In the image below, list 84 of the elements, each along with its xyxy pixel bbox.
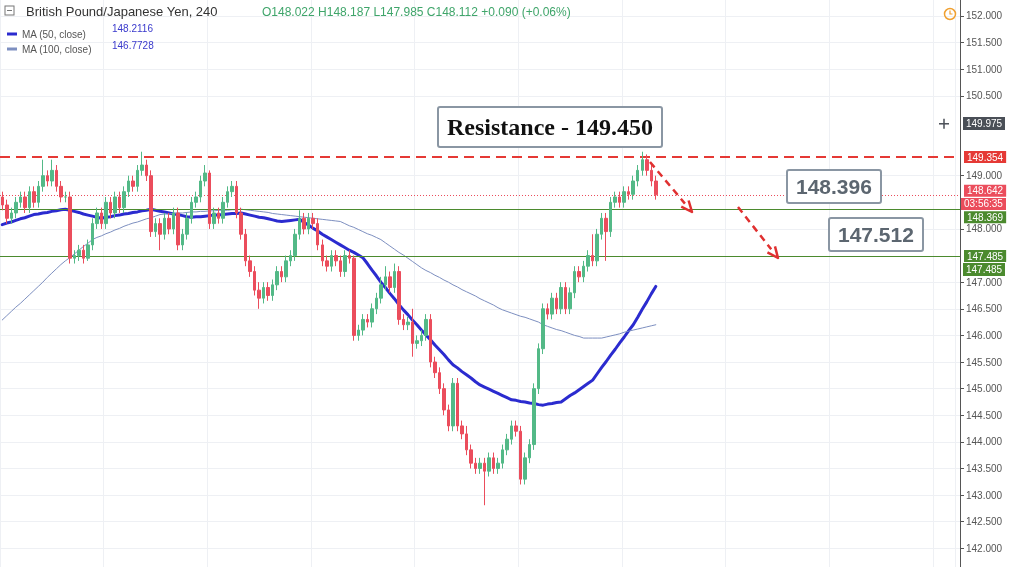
y-tick-label: 146.500	[966, 303, 1003, 315]
candlestick	[411, 308, 414, 358]
candlestick	[307, 212, 310, 235]
candlestick	[262, 281, 265, 304]
candlestick	[266, 281, 270, 302]
candlestick	[158, 217, 162, 251]
line-series	[1, 208, 657, 339]
candlestick	[77, 244, 81, 262]
candlestick	[113, 191, 117, 219]
candlestick	[82, 244, 85, 265]
candlestick	[100, 207, 103, 230]
annotation: 148.2116	[112, 23, 153, 34]
candlestick	[397, 265, 401, 326]
candlestick	[388, 271, 392, 294]
candlestick	[330, 249, 333, 273]
candlestick	[163, 212, 166, 241]
candlestick	[546, 302, 549, 320]
ref-line-label: 149.354	[967, 151, 1004, 163]
candlestick	[424, 313, 428, 342]
candlestick	[28, 185, 31, 214]
candlestick	[564, 281, 567, 315]
y-tick-label: 145.500	[966, 356, 1003, 368]
candlestick	[483, 457, 486, 506]
ref-line-label: 148.642	[967, 185, 1004, 197]
candlestick	[176, 207, 180, 251]
y-tick-label: 152.000	[966, 10, 1003, 22]
text: 03:56:35	[961, 197, 1006, 210]
y-tick-label: 142.000	[966, 542, 1003, 554]
y-tick-label: 150.500	[966, 90, 1003, 102]
y-tick-label: 148.000	[966, 223, 1003, 235]
chart-subtitle: O148.022 H148.187 L147.985 C148.112 +0.090 (+0.06%)	[262, 5, 571, 19]
candlestick	[23, 191, 27, 214]
candlestick	[154, 217, 157, 238]
annotation: Resistance - 149.450	[437, 106, 663, 148]
ref-line-label: 148.369	[967, 211, 1004, 223]
text: 147.485	[963, 263, 1006, 277]
legend-label: MA (100, close)	[22, 43, 92, 55]
candlestick	[487, 452, 491, 477]
candlestick	[212, 207, 216, 230]
candlestick	[415, 334, 419, 350]
chart-title: British Pound/Japanese Yen, 240	[26, 4, 218, 19]
candlestick	[604, 212, 608, 262]
candlestick	[492, 452, 495, 475]
annotation: 149.975	[963, 116, 1006, 130]
candlestick	[559, 281, 563, 315]
annotation: 146.7728	[112, 40, 154, 51]
candlestick	[343, 249, 347, 278]
candlestick	[478, 457, 482, 475]
candlestick	[167, 212, 171, 235]
y-tick-label: 142.500	[966, 516, 1003, 528]
y-tick-label: 143.500	[966, 463, 1003, 475]
y-tick-label: 147.000	[966, 276, 1003, 288]
candlestick	[622, 185, 626, 209]
candlestick	[366, 313, 369, 328]
annotation: 148.396	[786, 169, 882, 204]
ref-line-label: 147.485	[967, 250, 1004, 262]
candlestick	[406, 316, 410, 331]
y-tick-label: 144.500	[966, 409, 1003, 421]
candlestick	[577, 265, 581, 283]
candlestick	[555, 292, 558, 315]
y-tick-label: 149.000	[966, 170, 1003, 182]
candlestick	[50, 159, 54, 187]
candlestick	[280, 265, 283, 283]
candlestick	[172, 207, 175, 235]
y-tick-label: 143.000	[966, 489, 1003, 501]
y-tick-label: 146.000	[966, 329, 1003, 341]
candlestick	[131, 175, 135, 193]
candlestick	[104, 196, 108, 230]
candlestick	[641, 151, 644, 177]
candlestick	[109, 196, 112, 219]
y-tick-label: 151.500	[966, 37, 1003, 49]
y-tick-label: 151.000	[966, 63, 1003, 75]
candlestick	[302, 212, 306, 235]
candlestick	[591, 233, 594, 267]
y-tick-label: 145.000	[966, 383, 1003, 395]
candlestick	[550, 292, 554, 320]
candlestick	[451, 377, 455, 432]
legend-label: MA (50, close)	[22, 28, 86, 40]
candlestick	[46, 169, 49, 187]
candlestick	[217, 207, 220, 225]
y-tick-label: 144.000	[966, 436, 1003, 448]
candlestick	[393, 263, 396, 294]
annotation: 147.512	[828, 217, 924, 252]
candlestick	[68, 191, 72, 265]
